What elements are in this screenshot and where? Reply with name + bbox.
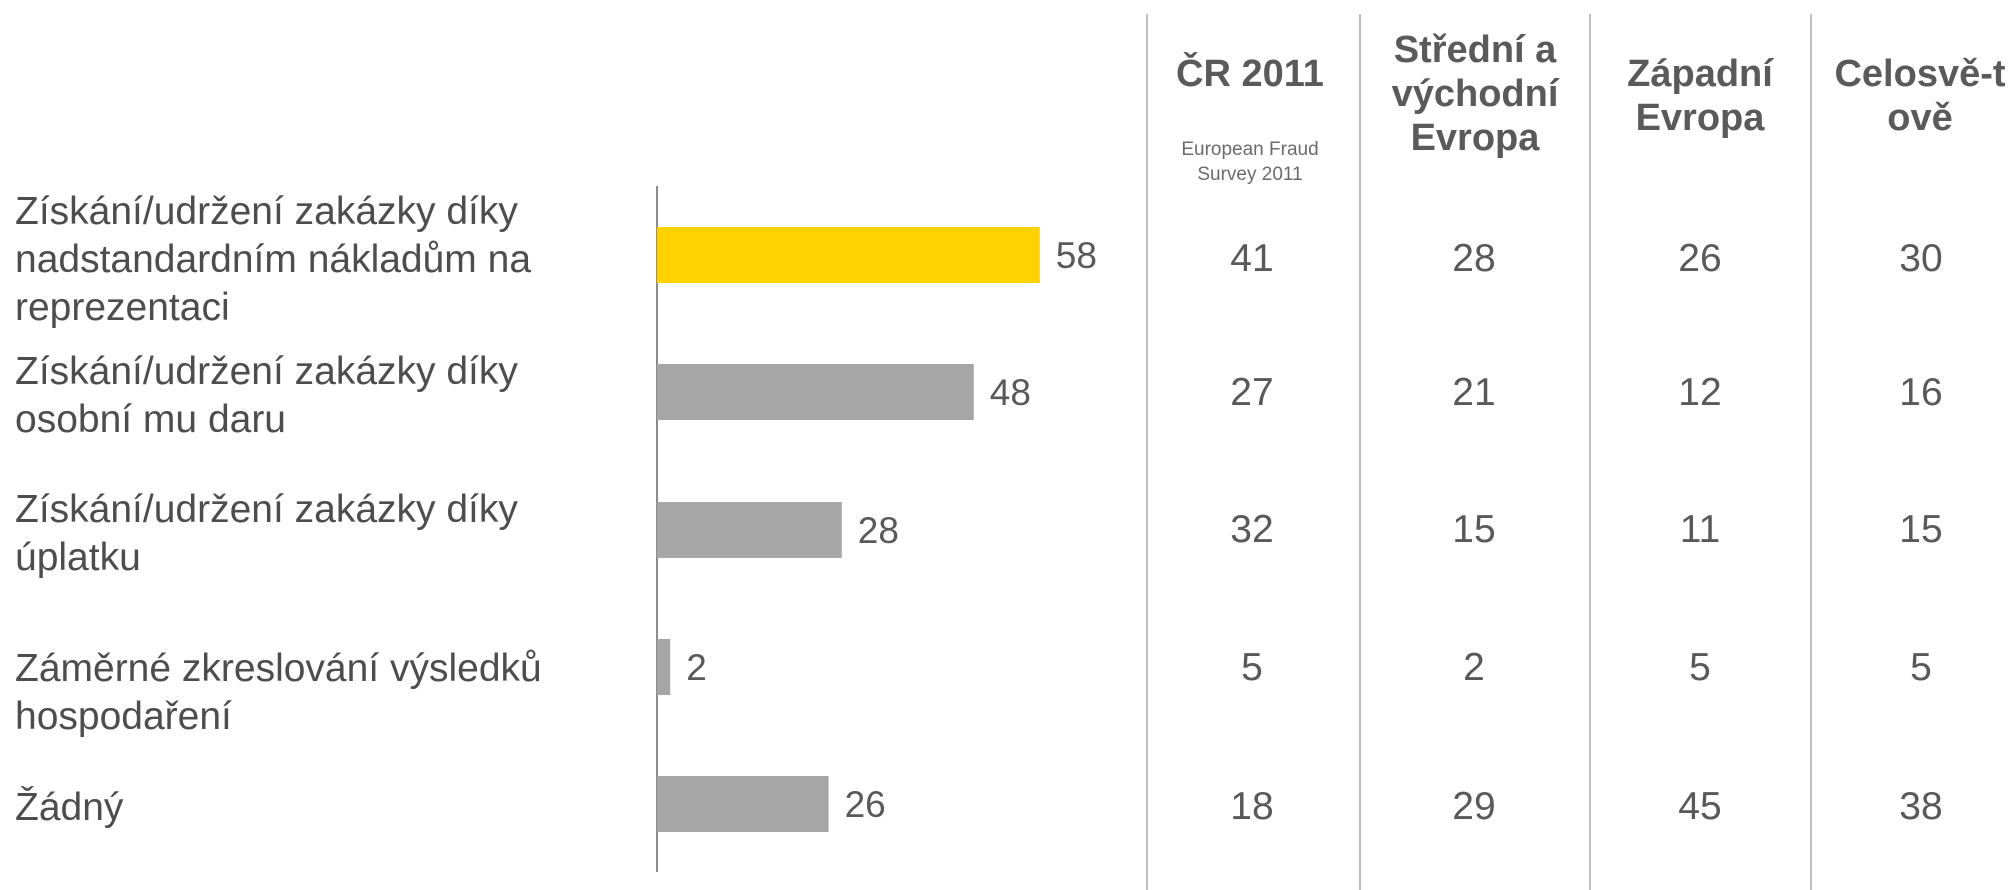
row-label: Získání/udržení zakázky díky úplatku [15,488,518,579]
table-cell: 15 [1452,508,1496,551]
column-header-stredni-vychodni-evropa: Střední a východní Evropa [1391,29,1559,159]
row-label: Získání/udržení zakázky díky nadstandard… [15,190,532,329]
table-cell: 18 [1230,785,1274,828]
table-cell: 27 [1230,371,1274,414]
table-cell: 32 [1230,508,1274,551]
row-label: Záměrné zkreslování výsledků hospodaření [15,647,542,738]
bar-value-label: 2 [686,647,707,688]
bar [657,502,842,558]
bar-value-label: 58 [1056,235,1097,276]
table-divider [1589,14,1591,890]
bar-value-label: 48 [990,372,1031,413]
table-cell: 5 [1241,646,1263,689]
table-divider [1146,14,1148,890]
bar [657,776,829,832]
column-header-zapadni-evropa: Západní Evropa [1627,53,1773,139]
table-cell: 41 [1230,237,1274,280]
table-cell: 15 [1899,508,1943,551]
table-cell: 30 [1899,237,1943,280]
table-cell: 28 [1452,237,1496,280]
bar-value-label: 26 [845,784,886,825]
bar [657,364,974,420]
table-divider [1810,14,1812,890]
row-label: Žádný [15,786,124,829]
table-cell: 26 [1678,237,1722,280]
table-cell: 5 [1689,646,1711,689]
table-cell: 12 [1678,371,1722,414]
table-cell: 21 [1452,371,1496,414]
bar-value-label: 28 [858,510,899,551]
column-header-celosvetove: Celosvě-tově [1834,53,2006,139]
table-divider [1359,14,1361,890]
row-label: Získání/udržení zakázky díky osobní mu d… [15,350,518,441]
table-cell: 5 [1910,646,1932,689]
bar [657,227,1040,283]
table-cell: 45 [1678,785,1722,828]
column-subheader: European Fraud Survey 2011 [1181,139,1319,185]
table-cell: 2 [1463,646,1485,689]
table-cell: 11 [1679,508,1721,551]
table-cell: 29 [1452,785,1496,828]
column-header-cr-2011: ČR 2011 [1176,53,1324,95]
table-cell: 38 [1899,785,1943,828]
table-cell: 16 [1899,371,1943,414]
bar [657,639,671,695]
